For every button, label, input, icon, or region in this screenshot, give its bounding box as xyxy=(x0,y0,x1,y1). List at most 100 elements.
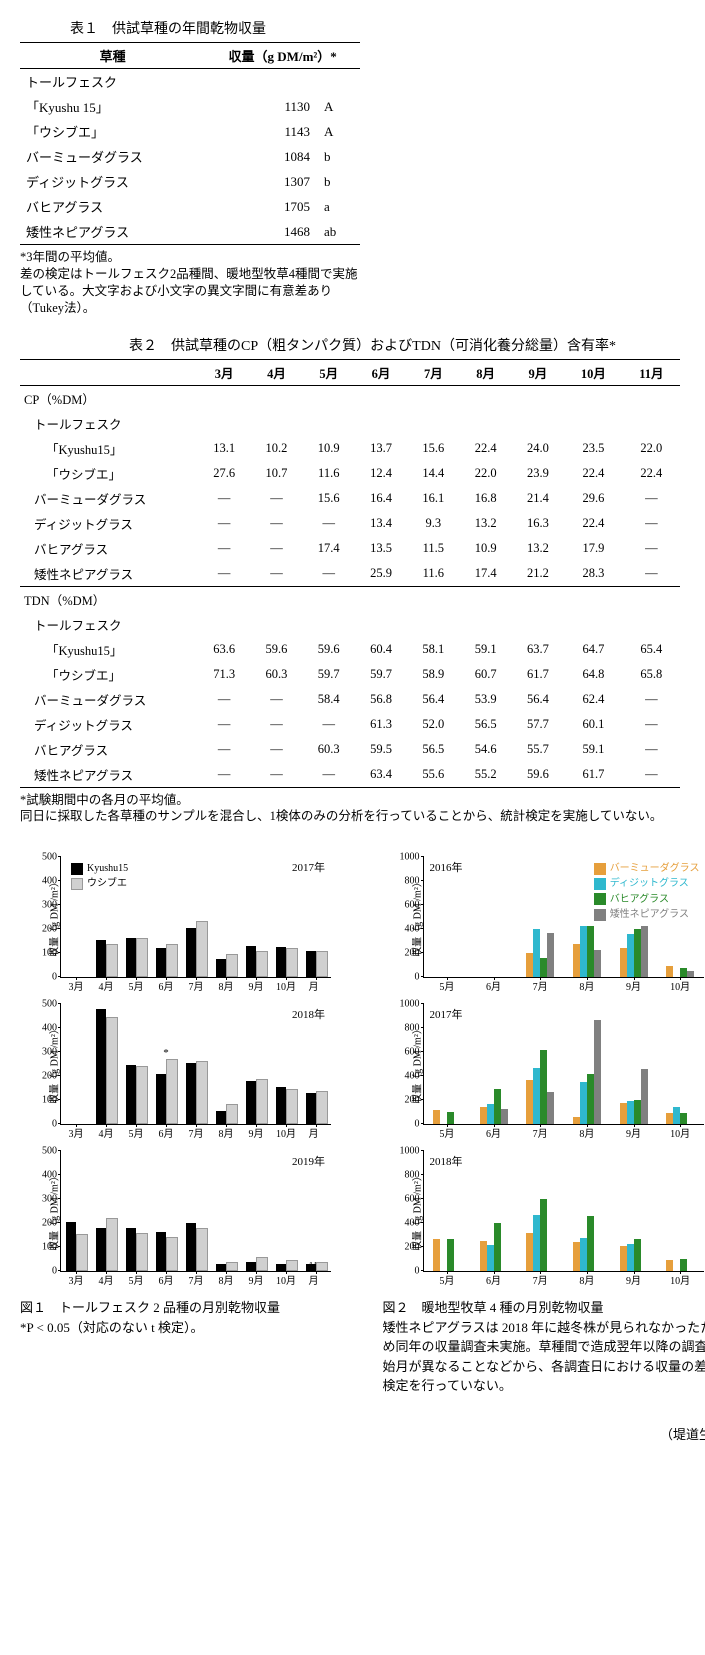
table2-cell: 15.6 xyxy=(303,486,355,511)
bar xyxy=(246,1081,256,1124)
table2-cell xyxy=(198,612,250,637)
table2-cell: 14.4 xyxy=(407,461,459,486)
legend-item: ウシブエ xyxy=(71,876,128,891)
table2-cell: 55.6 xyxy=(407,762,459,788)
table2-rowname: 「ウシブエ」 xyxy=(20,662,198,687)
table2-cell: — xyxy=(198,511,250,536)
table2-cell xyxy=(250,612,302,637)
xtick-label: 3月 xyxy=(69,1125,84,1140)
table2-cell: 58.9 xyxy=(407,662,459,687)
table2-cell xyxy=(512,411,564,436)
table1: 草種 収量（g DM/m²）* トールフェスク「Kyushu 15」1130A「… xyxy=(20,42,360,245)
xtick-label: 10月 xyxy=(276,1272,296,1287)
bar xyxy=(316,1091,328,1124)
table2-cell: — xyxy=(623,561,680,587)
table2-cell: 13.7 xyxy=(355,436,407,461)
bar xyxy=(96,940,106,977)
table2-cell: 11.5 xyxy=(407,536,459,561)
panel-year: 2016年 xyxy=(430,859,463,875)
table2-cell: — xyxy=(303,561,355,587)
table2-cell xyxy=(303,612,355,637)
table2-cell: — xyxy=(250,712,302,737)
panel-year: 2017年 xyxy=(292,859,325,875)
bar xyxy=(620,1246,627,1271)
xtick-label: 10月 xyxy=(276,978,296,993)
bar xyxy=(666,1113,673,1124)
fig1-column: 0100200300400500収量（g DM /m²）3月4月5月6月7月8月… xyxy=(20,845,363,1400)
table2-cell: 71.3 xyxy=(198,662,250,687)
table1-yield: 1084 xyxy=(205,144,318,169)
xtick-label: 6月 xyxy=(159,1272,174,1287)
table2-footnote: *試験期間中の各月の平均値。同日に採取した各草種のサンプルを混合し、1検体のみの… xyxy=(20,792,680,826)
table2-cell: 22.0 xyxy=(459,461,511,486)
table2-group-label: TDN（%DM） xyxy=(20,586,680,612)
table2-cell: 61.7 xyxy=(512,662,564,687)
chart-panel: 0100200300400500収量（g DM /m²）3月4月5月6月7月8月… xyxy=(60,1151,331,1272)
bar xyxy=(533,1215,540,1271)
table1-species: バヒアグラス xyxy=(20,194,205,219)
table2-cell: 10.7 xyxy=(250,461,302,486)
bar xyxy=(526,1080,533,1124)
xtick-label: 5月 xyxy=(439,978,454,993)
ytick-label: 1000 xyxy=(390,999,420,1010)
bar xyxy=(641,926,648,978)
xtick-label: 6月 xyxy=(159,1125,174,1140)
table1-yield xyxy=(205,69,318,95)
table2-cell: 23.5 xyxy=(564,436,623,461)
table2-cell: — xyxy=(623,687,680,712)
xtick-label: 8月 xyxy=(219,978,234,993)
table2-cell: 13.4 xyxy=(355,511,407,536)
table2-cell xyxy=(459,612,511,637)
bar xyxy=(186,1063,196,1124)
table2-cell: 63.4 xyxy=(355,762,407,788)
table1-sig: A xyxy=(318,94,360,119)
bar xyxy=(156,1232,166,1272)
table2-cell: 56.5 xyxy=(407,737,459,762)
bar xyxy=(156,1074,166,1124)
xtick-label: 10月 xyxy=(276,1125,296,1140)
table1-sig: b xyxy=(318,144,360,169)
table2-rowname: ディジットグラス xyxy=(20,712,198,737)
table2-cell: 62.4 xyxy=(564,687,623,712)
bar xyxy=(66,1222,76,1271)
xtick-label: 10月 xyxy=(670,978,690,993)
table2-cell: 58.1 xyxy=(407,637,459,662)
table1-caption: 表１ 供試草種の年間乾物収量 xyxy=(20,18,705,38)
bar xyxy=(126,1228,136,1271)
bar xyxy=(680,1113,687,1124)
table2-cell: 59.1 xyxy=(459,637,511,662)
table2-rowname: 「ウシブエ」 xyxy=(20,461,198,486)
table2-cell: 10.2 xyxy=(250,436,302,461)
xtick-label: 9月 xyxy=(249,978,264,993)
bar xyxy=(186,1223,196,1271)
bar xyxy=(126,1065,136,1124)
table2-cell: — xyxy=(303,712,355,737)
table2-cell: — xyxy=(250,561,302,587)
table2-rowname: バヒアグラス xyxy=(20,536,198,561)
xtick-label: 7月 xyxy=(533,1272,548,1287)
table2-cell: 13.1 xyxy=(198,436,250,461)
xtick-label: 6月 xyxy=(486,1272,501,1287)
xtick-label: 5月 xyxy=(129,1272,144,1287)
table2-month-header: 10月 xyxy=(564,359,623,385)
table2-rowname: ディジットグラス xyxy=(20,511,198,536)
bar xyxy=(480,1107,487,1124)
bar xyxy=(547,933,554,977)
ytick-label: 500 xyxy=(27,999,57,1010)
table1-yield: 1468 xyxy=(205,219,318,245)
y-axis-label: 収量（g DM /m²） xyxy=(408,1024,423,1104)
table1-sig: A xyxy=(318,119,360,144)
xtick-label: 7月 xyxy=(189,1125,204,1140)
bar xyxy=(680,1259,687,1271)
ytick-label: 500 xyxy=(27,852,57,863)
bar xyxy=(487,1104,494,1124)
bar xyxy=(216,1111,226,1124)
table1-footnote: *3年間の平均値。差の検定はトールフェスク2品種間、暖地型牧草4種間で実施してい… xyxy=(20,249,360,317)
table2-cell xyxy=(564,411,623,436)
panel-year: 2019年 xyxy=(292,1153,325,1169)
table1-yield: 1143 xyxy=(205,119,318,144)
table2-cell: 16.1 xyxy=(407,486,459,511)
table2-cell: 29.6 xyxy=(564,486,623,511)
table2-cell: 16.3 xyxy=(512,511,564,536)
table2-cell: — xyxy=(250,511,302,536)
